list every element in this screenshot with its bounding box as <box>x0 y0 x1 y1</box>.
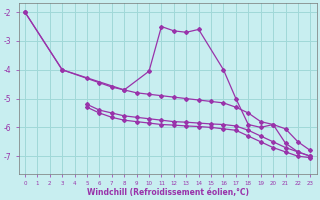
X-axis label: Windchill (Refroidissement éolien,°C): Windchill (Refroidissement éolien,°C) <box>87 188 249 197</box>
